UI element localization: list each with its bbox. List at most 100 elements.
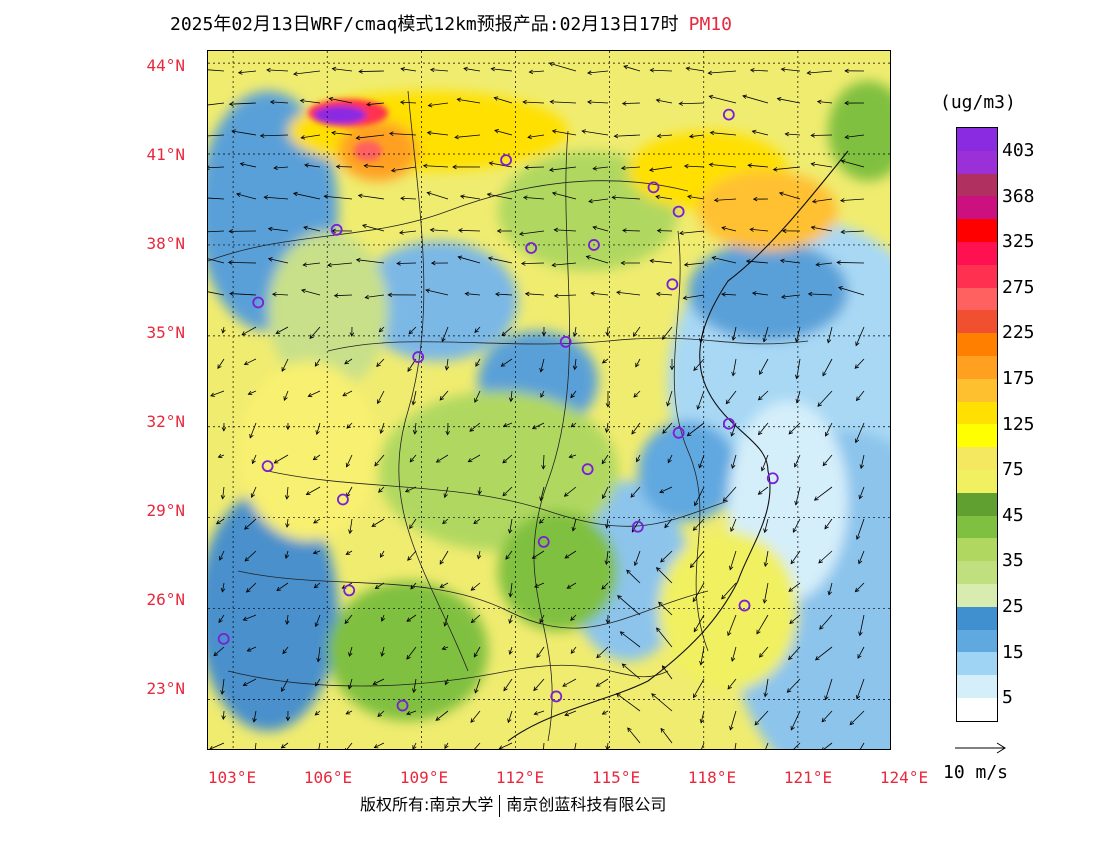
wind-vector-head (604, 524, 610, 529)
wind-vector (656, 293, 673, 296)
wind-vector-head (622, 228, 627, 233)
wind-vector (475, 358, 481, 367)
wind-vector-head (505, 555, 510, 560)
wind-vector-head (387, 292, 393, 298)
wind-vector (356, 134, 385, 139)
wind-vector (552, 192, 577, 200)
legend-label: 5 (1002, 687, 1013, 709)
wind-vector (693, 614, 705, 632)
wind-vector (752, 292, 769, 296)
wind-vector-head (824, 431, 830, 437)
wind-vector-head (305, 491, 311, 496)
wind-vector (650, 260, 673, 264)
wind-vector-head (568, 454, 574, 459)
wind-vector-head (312, 455, 318, 461)
wind-vector-head (781, 294, 786, 299)
wind-vector-head (601, 494, 607, 500)
wind-vector (502, 454, 513, 464)
wind-vector-head (570, 649, 576, 654)
wind-vector (286, 614, 289, 625)
wind-vector (572, 518, 577, 531)
wind-vector (758, 486, 769, 495)
wind-vector-head (281, 687, 286, 693)
wind-vector (435, 710, 449, 721)
wind-vector-head (660, 727, 665, 733)
wind-vector-head (611, 195, 616, 200)
wind-vector-head (379, 553, 385, 558)
wind-vector-head (228, 229, 234, 234)
wind-vector (825, 422, 833, 437)
wind-vector-head (713, 197, 719, 203)
wind-vector (792, 518, 801, 533)
wind-vector (380, 550, 385, 558)
wind-vector (622, 663, 641, 680)
legend-label: 75 (1002, 459, 1024, 481)
wind-vector-head (228, 101, 234, 107)
wind-vector-head (452, 164, 457, 170)
wind-vector-head (527, 134, 532, 140)
wind-vector (327, 262, 353, 266)
wind-vector-head (789, 619, 794, 624)
wind-vector-head (822, 371, 827, 377)
wind-vector-head (316, 657, 321, 663)
wind-vector (683, 294, 705, 299)
wind-vector-head (698, 463, 703, 469)
wind-vector-head (840, 229, 846, 235)
wind-vector-head (587, 99, 592, 105)
wind-vector-head (679, 230, 684, 236)
wind-vector-head (285, 425, 291, 431)
wind-vector-head (443, 493, 448, 499)
wind-vector-head (666, 401, 671, 407)
wind-vector (855, 422, 865, 443)
wind-vector (780, 260, 801, 264)
wind-vector-head (570, 423, 576, 428)
wind-vector (794, 454, 801, 468)
wind-vector-head (531, 425, 537, 430)
wind-vector-head (314, 622, 319, 628)
wind-vector-head (407, 556, 412, 561)
legend-swatch (957, 310, 997, 334)
wind-vector-head (661, 335, 667, 340)
wind-vector-head (655, 98, 661, 103)
wind-vector (381, 614, 385, 622)
wind-vector-head (631, 429, 636, 435)
wind-vector (729, 710, 737, 730)
wind-vector-head (342, 392, 348, 397)
wind-vector (549, 166, 577, 171)
city-marker (537, 536, 550, 548)
wind-vector (758, 422, 769, 435)
wind-vector (474, 742, 481, 749)
wind-vector (410, 582, 417, 590)
wind-vector-head (664, 523, 669, 529)
wind-vector-head (524, 291, 530, 297)
wind-vector (811, 226, 833, 232)
wind-vector-head (284, 495, 290, 500)
wind-vector (414, 422, 417, 434)
legend-swatch (957, 492, 997, 516)
wind-vector-head (585, 255, 591, 260)
wind-vector-head (699, 718, 705, 724)
wind-vector (441, 326, 449, 342)
wind-vector (236, 193, 257, 200)
wind-vector (721, 582, 737, 600)
wind-vector-head (300, 135, 306, 140)
wind-vector-head (749, 67, 755, 73)
wind-vector-head (678, 101, 684, 106)
wind-vector (444, 486, 449, 498)
wind-vector-head (503, 686, 508, 692)
wind-vector-head (522, 99, 527, 105)
wind-vector (570, 614, 577, 621)
wind-vector (731, 454, 737, 469)
wind-vector (474, 678, 481, 693)
wind-vector (543, 742, 545, 749)
wind-vector (342, 390, 353, 397)
legend-swatch (957, 606, 997, 630)
wind-vector-head (813, 496, 819, 501)
wind-vector-head (655, 291, 661, 297)
wind-vector-head (400, 66, 406, 72)
wind-vector-head (335, 164, 341, 169)
wind-vector-head (314, 711, 320, 716)
wind-vector (596, 646, 609, 658)
wind-vector-head (249, 433, 254, 439)
wind-vector-head (692, 597, 697, 603)
